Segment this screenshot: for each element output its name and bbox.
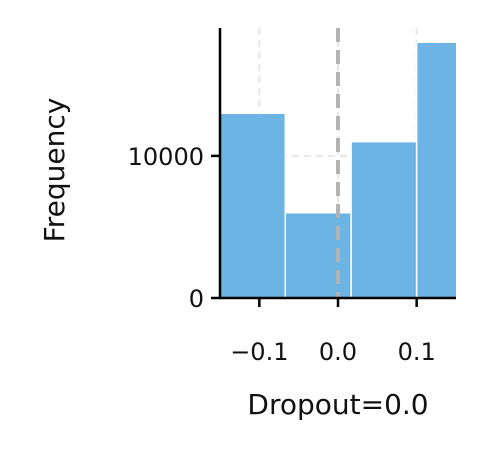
tick-labels: −0.1 0.0 0.1 0 10000 bbox=[128, 143, 436, 366]
tick-marks bbox=[211, 154, 418, 307]
x-tick-label-1: 0.0 bbox=[319, 338, 357, 366]
histogram-bar-4 bbox=[415, 41, 456, 298]
histogram-bar-0 bbox=[220, 197, 221, 298]
y-tick-label-0: 0 bbox=[189, 285, 204, 313]
histogram-bar-2 bbox=[284, 211, 352, 298]
x-tick-label-2: 0.1 bbox=[398, 338, 436, 366]
y-axis-title: Frequency bbox=[38, 98, 71, 243]
x-axis-title: Dropout=0.0 bbox=[247, 388, 428, 421]
histogram-bar-3 bbox=[350, 140, 418, 298]
histogram-bar-1 bbox=[220, 112, 287, 298]
y-tick-label-1: 10000 bbox=[128, 143, 204, 171]
histogram-bars bbox=[220, 41, 456, 298]
x-tick-label-0: −0.1 bbox=[230, 338, 288, 366]
